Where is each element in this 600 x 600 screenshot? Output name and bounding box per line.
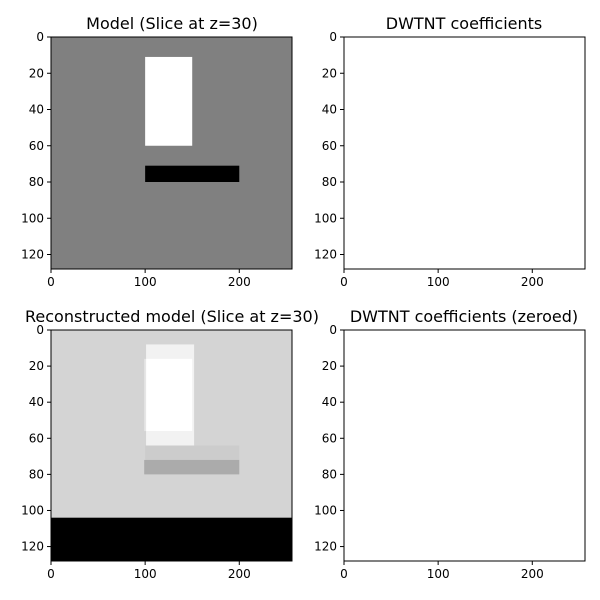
model-slice-x-tick-label: 0 xyxy=(47,275,55,289)
reconstructed-model-region-1 xyxy=(146,358,193,432)
model-slice-region-0 xyxy=(145,56,193,146)
dwtnt-coefficients-zeroed-x-tick-label: 0 xyxy=(340,567,348,581)
reconstructed-model-y-tick-label: 100 xyxy=(21,503,44,517)
reconstructed-model-y-tick-label: 60 xyxy=(29,431,44,445)
dwtnt-coefficients-zeroed-image-background xyxy=(344,330,585,561)
dwtnt-coefficients-x-tick-label: 200 xyxy=(521,275,544,289)
reconstructed-model-y-tick-label: 80 xyxy=(29,467,44,481)
panel-title-dwtnt-coefficients: DWTNT coefficients xyxy=(386,14,542,33)
subplot-model-slice: Model (Slice at z=30) 0 100 200 0 20 40 60 80 10… xyxy=(21,14,293,289)
model-slice-x-tick-label: 100 xyxy=(134,275,157,289)
model-slice-y-tick-label: 120 xyxy=(21,248,44,262)
dwtnt-coefficients-zeroed-x-tick-label: 200 xyxy=(521,567,544,581)
dwtnt-coefficients-zeroed-y-tick-label: 60 xyxy=(322,431,337,445)
dwtnt-coefficients-zeroed-y-tick-label: 100 xyxy=(314,503,337,517)
reconstructed-model-x-tick-label: 200 xyxy=(228,567,251,581)
dwtnt-coefficients-y-tick-label: 100 xyxy=(314,211,337,225)
reconstructed-model-x-tick-label: 100 xyxy=(134,567,157,581)
dwtnt-coefficients-zeroed-y-tick-label: 120 xyxy=(314,540,337,554)
dwtnt-coefficients-y-tick-label: 60 xyxy=(322,139,337,153)
reconstructed-model-y-tick-label: 120 xyxy=(21,540,44,554)
subplot-dwtnt-coefficients: DWTNT coefficients 0 100 200 0 20 40 60 80 100 12… xyxy=(314,14,586,289)
model-slice-axes-frame xyxy=(50,36,293,270)
reconstructed-model-axes-frame xyxy=(50,329,293,562)
reconstructed-model-y-tick-label: 40 xyxy=(29,395,44,409)
panel-title-reconstructed-model: Reconstructed model (Slice at z=30) xyxy=(25,307,319,326)
subplot-reconstructed-model: Reconstructed model (Slice at z=30) 0 100… xyxy=(21,307,319,581)
model-slice-y-tick-label: 20 xyxy=(29,66,44,80)
reconstructed-model-region-2 xyxy=(144,358,147,432)
dwtnt-coefficients-y-tick-label: 20 xyxy=(322,66,337,80)
reconstructed-model-region-5 xyxy=(51,517,292,561)
reconstructed-model-y-tick-label: 20 xyxy=(29,359,44,373)
dwtnt-coefficients-y-tick-label: 0 xyxy=(329,30,337,44)
model-slice-region-1 xyxy=(145,165,240,182)
model-slice-y-tick-label: 100 xyxy=(21,211,44,225)
dwtnt-coefficients-axes-frame xyxy=(343,36,586,270)
reconstructed-model-region-4 xyxy=(144,459,240,475)
subplot-dwtnt-coefficients-zeroed: DWTNT coefficients (zeroed) 0 100 200 0 20 40… xyxy=(314,307,586,581)
dwtnt-coefficients-y-tick-label: 120 xyxy=(314,248,337,262)
dwtnt-coefficients-zeroed-y-tick-label: 40 xyxy=(322,395,337,409)
dwtnt-coefficients-x-tick-label: 100 xyxy=(427,275,450,289)
dwtnt-coefficients-zeroed-axes-frame xyxy=(343,329,586,562)
dwtnt-coefficients-y-tick-label: 40 xyxy=(322,103,337,117)
dwtnt-coefficients-zeroed-x-tick-label: 100 xyxy=(427,567,450,581)
reconstructed-model-region-3 xyxy=(145,445,240,460)
dwtnt-coefficients-image-background xyxy=(344,37,585,269)
dwtnt-coefficients-y-tick-label: 80 xyxy=(322,175,337,189)
panel-title-dwtnt-coefficients-zeroed: DWTNT coefficients (zeroed) xyxy=(350,307,578,326)
model-slice-x-tick-label: 200 xyxy=(228,275,251,289)
dwtnt-coefficients-zeroed-y-tick-label: 0 xyxy=(329,323,337,337)
model-slice-y-tick-label: 40 xyxy=(29,103,44,117)
reconstructed-model-x-tick-label: 0 xyxy=(47,567,55,581)
reconstructed-model-y-tick-label: 0 xyxy=(36,323,44,337)
dwtnt-coefficients-zeroed-y-tick-label: 80 xyxy=(322,467,337,481)
dwtnt-coefficients-zeroed-y-tick-label: 20 xyxy=(322,359,337,373)
model-slice-y-tick-label: 60 xyxy=(29,139,44,153)
model-slice-y-tick-label: 80 xyxy=(29,175,44,189)
panel-title-model-slice: Model (Slice at z=30) xyxy=(86,14,258,33)
dwtnt-coefficients-x-tick-label: 0 xyxy=(340,275,348,289)
model-slice-y-tick-label: 0 xyxy=(36,30,44,44)
